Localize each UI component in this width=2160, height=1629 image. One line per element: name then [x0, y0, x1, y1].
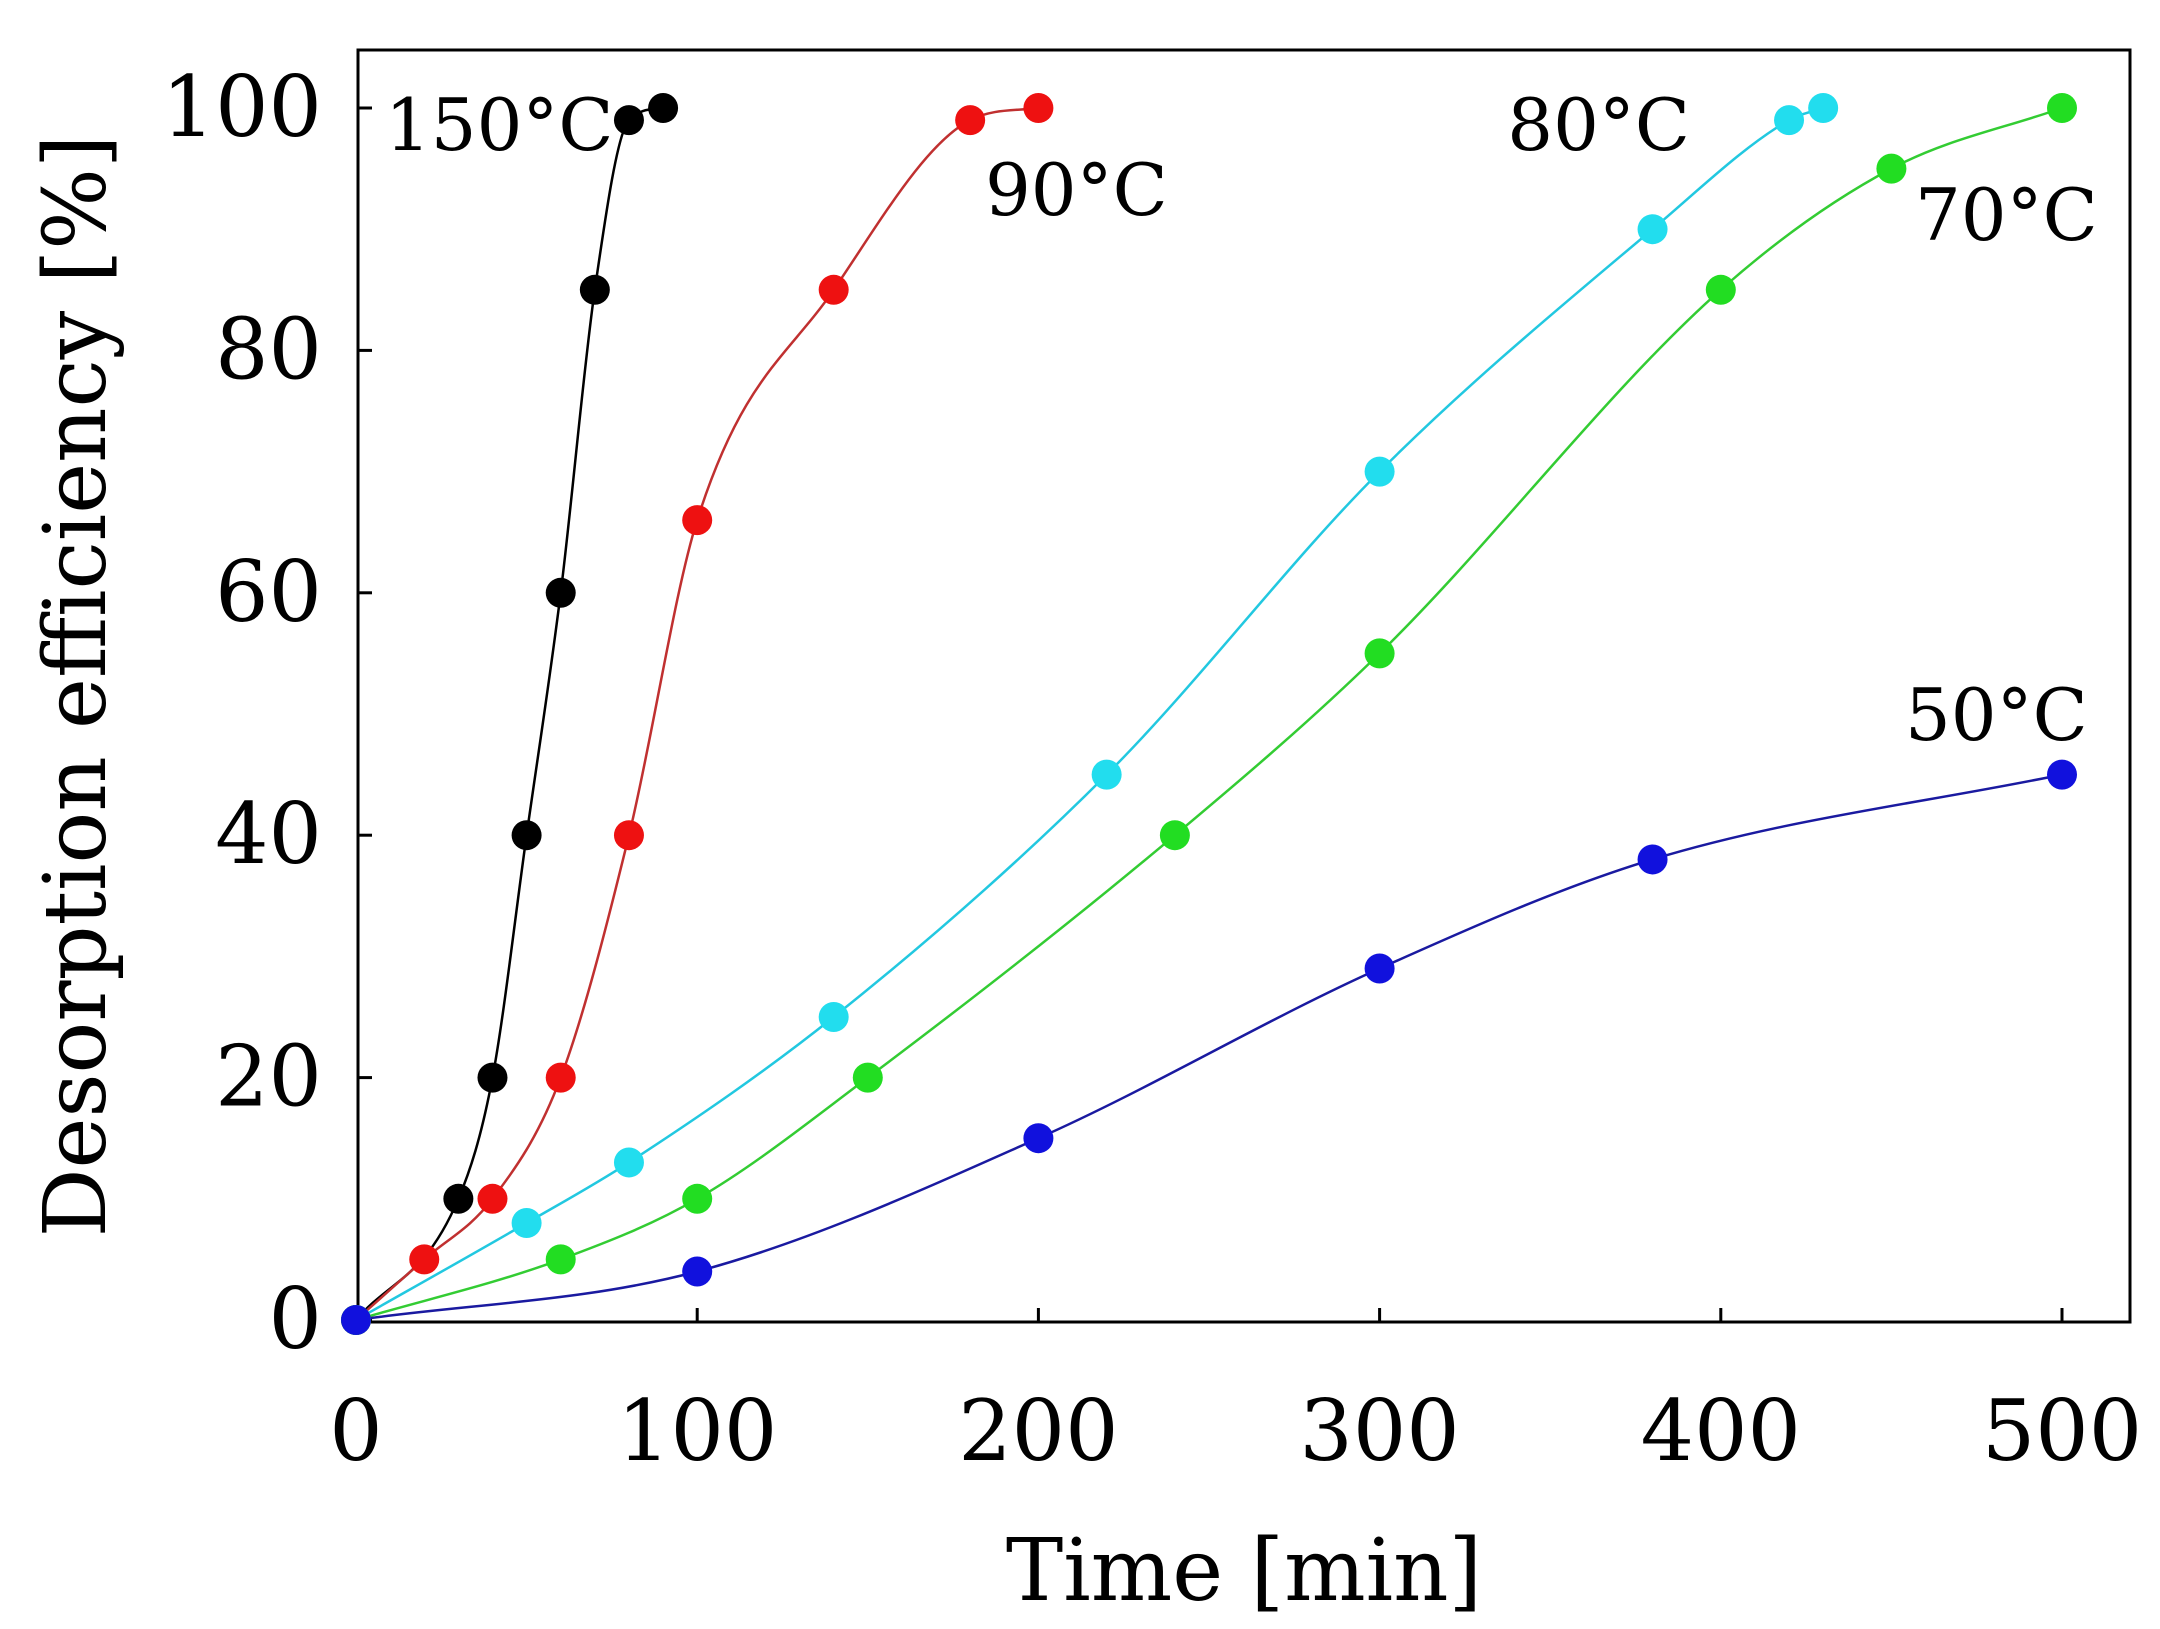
- series-line-1: [355, 106, 1039, 1321]
- data-point: [545, 1062, 576, 1093]
- series-line-0: [355, 106, 664, 1321]
- data-point: [613, 1147, 644, 1178]
- series-label: 80°C: [1507, 83, 1690, 167]
- data-point: [545, 1244, 576, 1275]
- data-point: [1023, 93, 1054, 123]
- data-point: [1637, 214, 1668, 245]
- data-point: [1364, 638, 1395, 669]
- data-point: [545, 577, 576, 608]
- data-point: [648, 93, 679, 123]
- data-point: [955, 105, 986, 136]
- data-point: [1159, 820, 1190, 851]
- series-line-4: [355, 773, 2063, 1322]
- y-tick-label: 20: [215, 1028, 322, 1126]
- y-tick-label: 100: [162, 58, 322, 156]
- data-point: [1364, 953, 1395, 984]
- data-point: [1023, 1123, 1054, 1154]
- data-point: [682, 1183, 713, 1214]
- x-tick-label: 0: [329, 1382, 382, 1480]
- series-points: [341, 93, 2077, 1335]
- data-point: [1637, 844, 1668, 875]
- y-tick-label: 0: [269, 1270, 322, 1368]
- data-point: [511, 820, 542, 851]
- series-labels: 150°C 90°C 80°C 70°C 50°C: [385, 83, 2098, 757]
- data-point: [477, 1183, 508, 1214]
- data-point: [613, 105, 644, 136]
- data-point: [818, 1002, 849, 1032]
- data-point: [477, 1062, 508, 1093]
- plot-frame: [356, 48, 2132, 1324]
- x-tick-label: 100: [617, 1382, 777, 1480]
- series-lines: [355, 106, 2063, 1322]
- data-point: [579, 274, 610, 305]
- data-point: [2047, 759, 2077, 790]
- series-label: 90°C: [985, 148, 1168, 232]
- data-point: [2047, 93, 2077, 123]
- data-point: [682, 505, 713, 536]
- data-point: [1808, 93, 1839, 123]
- data-point: [613, 820, 644, 851]
- data-point: [511, 1208, 542, 1239]
- series-label: 70°C: [1915, 173, 2098, 257]
- data-point: [1705, 274, 1736, 305]
- data-point: [1091, 759, 1122, 790]
- data-point: [682, 1256, 713, 1287]
- series-label: 150°C: [385, 83, 614, 167]
- series-line-3: [355, 106, 2063, 1322]
- x-tick-label: 300: [1299, 1382, 1459, 1480]
- data-point: [818, 274, 849, 305]
- data-point: [443, 1183, 474, 1214]
- data-point: [1876, 153, 1907, 184]
- x-axis: 0 100 200 300 400 500: [329, 1308, 2142, 1480]
- x-tick-label: 200: [958, 1382, 1118, 1480]
- y-axis-title: Desorption efficiency [%]: [26, 135, 126, 1238]
- y-tick-label: 60: [215, 543, 322, 641]
- data-point: [1364, 456, 1395, 487]
- y-axis: 0 20 40 60 80 100: [162, 58, 372, 1368]
- x-axis-title: Time [min]: [1006, 1521, 1482, 1621]
- series-line-2: [355, 106, 1824, 1322]
- series-label: 50°C: [1905, 673, 2088, 757]
- x-tick-label: 400: [1641, 1382, 1801, 1480]
- x-tick-label: 500: [1982, 1382, 2142, 1480]
- y-tick-label: 40: [215, 785, 322, 883]
- data-point: [409, 1244, 440, 1275]
- y-tick-label: 80: [215, 300, 322, 398]
- data-point: [852, 1062, 883, 1093]
- data-point: [1774, 105, 1805, 136]
- data-point: [341, 1305, 371, 1335]
